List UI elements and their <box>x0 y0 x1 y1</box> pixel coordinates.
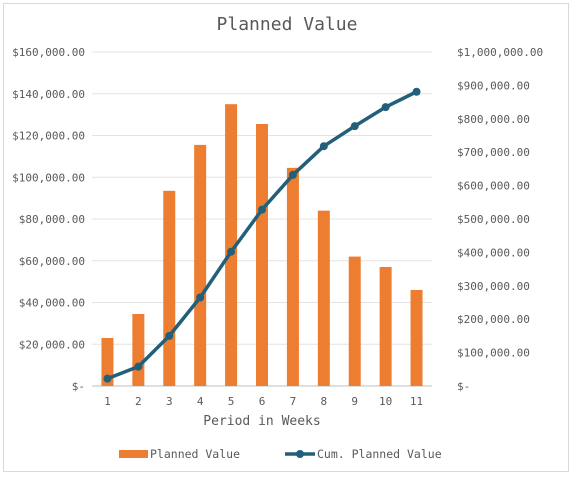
bar-planned-value <box>286 167 299 386</box>
chart-frame: Planned Value $- $20,000.00 $40,000.00 $60,… <box>3 3 569 472</box>
x-tick-label: 9 <box>351 395 358 408</box>
legend-marker-cum-planned-value <box>296 450 304 458</box>
y-tick-label: $40,000.00 <box>19 297 85 310</box>
y-tick-label: $100,000.00 <box>12 171 85 184</box>
y2-tick-label: $500,000.00 <box>457 213 530 226</box>
bar-planned-value <box>225 104 238 386</box>
x-tick-label: 7 <box>290 395 297 408</box>
y-tick-label: $60,000.00 <box>19 255 85 268</box>
y-tick-label: $80,000.00 <box>19 213 85 226</box>
point-cum-planned-value <box>103 374 112 383</box>
point-cum-planned-value <box>134 362 143 371</box>
bar-planned-value <box>256 124 268 387</box>
point-cum-planned-value <box>288 170 297 179</box>
bar-planned-value <box>348 256 361 386</box>
y-tick-label: $20,000.00 <box>19 338 85 351</box>
x-axis-label: Period in Weeks <box>203 414 320 429</box>
bar-planned-value <box>132 313 145 386</box>
bar-planned-value <box>410 289 423 386</box>
bar-planned-value <box>163 190 176 386</box>
x-tick-label: 4 <box>197 395 204 408</box>
x-tick-label: 3 <box>166 395 173 408</box>
y2-tick-label: $400,000.00 <box>457 246 530 259</box>
y2-tick-label: $300,000.00 <box>457 280 530 293</box>
point-cum-planned-value <box>258 205 266 214</box>
x-tick-label: 10 <box>379 395 392 408</box>
bar-series <box>101 104 423 387</box>
point-cum-planned-value <box>196 293 205 302</box>
x-tick-label: 6 <box>259 395 266 408</box>
chart-canvas: Planned Value $- $20,000.00 $40,000.00 $60,… <box>12 14 543 461</box>
y2-tick-label: $700,000.00 <box>457 146 530 159</box>
y2-tick-label: $800,000.00 <box>457 113 530 126</box>
bar-planned-value <box>101 337 114 386</box>
bar-planned-value <box>194 144 207 386</box>
right-axis-ticks: $- $100,000.00 $200,000.00 $300,000.00 $400,… <box>457 46 543 393</box>
legend-swatch-planned-value <box>119 450 148 458</box>
chart-title: Planned Value <box>217 14 358 35</box>
x-tick-label: 2 <box>135 395 142 408</box>
left-axis-ticks: $- $20,000.00 $40,000.00 $60,000.00 $80,000.… <box>12 46 85 393</box>
y2-tick-label: $- <box>457 380 470 393</box>
point-cum-planned-value <box>381 103 390 112</box>
bar-planned-value <box>317 210 330 386</box>
y2-tick-label: $200,000.00 <box>457 313 530 326</box>
x-tick-label: 5 <box>228 395 235 408</box>
point-cum-planned-value <box>319 142 328 151</box>
y-tick-label: $160,000.00 <box>12 46 85 59</box>
y2-tick-label: $900,000.00 <box>457 79 530 92</box>
point-cum-planned-value <box>227 247 236 256</box>
x-tick-label: 8 <box>321 395 328 408</box>
x-tick-label: 1 <box>104 395 111 408</box>
x-axis-ticks: 1 2 3 4 5 6 7 8 9 10 11 <box>104 395 423 408</box>
y-tick-label: $140,000.00 <box>12 88 85 101</box>
y2-tick-label: $100,000.00 <box>457 347 530 360</box>
x-tick-label: 11 <box>410 395 423 408</box>
legend-label-cum-planned-value: Cum. Planned Value <box>317 447 442 461</box>
legend: Planned Value Cum. Planned Value <box>119 447 442 461</box>
point-cum-planned-value <box>412 87 421 96</box>
point-cum-planned-value <box>350 122 359 131</box>
point-cum-planned-value <box>165 331 174 340</box>
line-series <box>103 87 421 383</box>
y-tick-label: $120,000.00 <box>12 130 85 143</box>
y2-tick-label: $1,000,000.00 <box>457 46 543 59</box>
y2-tick-label: $600,000.00 <box>457 180 530 193</box>
bar-planned-value <box>379 267 392 386</box>
legend-label-planned-value: Planned Value <box>150 447 240 461</box>
y-tick-label: $- <box>72 380 85 393</box>
